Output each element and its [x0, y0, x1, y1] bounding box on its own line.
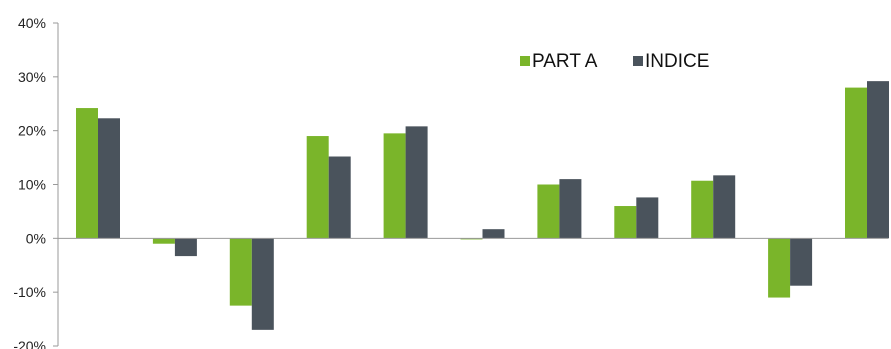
- bar-part-a: [537, 184, 560, 239]
- bar-indice: [251, 238, 274, 330]
- bar-indice: [98, 118, 120, 239]
- bar-part-a: [691, 180, 714, 239]
- y-axis-ticks: 40% 30% 20% 10% 0% -10% -20%: [13, 15, 58, 349]
- y-tick-label: -20%: [13, 338, 46, 349]
- y-tick-label: 0%: [26, 230, 46, 246]
- legend: PART A INDICE: [520, 51, 709, 72]
- bar-part-a: [845, 87, 867, 239]
- legend-swatch: [520, 56, 530, 66]
- bars: [76, 81, 889, 330]
- bar-indice: [328, 156, 351, 239]
- bar-indice: [482, 229, 505, 239]
- bar-indice: [713, 175, 736, 239]
- bar-part-a: [76, 108, 98, 239]
- bar-indice: [405, 126, 428, 239]
- bar-indice: [174, 238, 197, 257]
- legend-label: INDICE: [645, 51, 709, 72]
- y-tick-label: 10%: [18, 177, 46, 193]
- y-tick-label: 30%: [18, 69, 46, 85]
- bar-indice: [867, 81, 889, 239]
- legend-swatch: [633, 56, 643, 66]
- bar-part-a: [614, 206, 637, 239]
- bar-indice: [559, 179, 582, 239]
- bar-part-a: [768, 238, 791, 298]
- y-tick-label: 40%: [18, 15, 46, 31]
- bar-part-a: [460, 238, 483, 240]
- bar-indice: [636, 197, 659, 239]
- bar-part-a: [306, 136, 329, 239]
- legend-label: PART A: [532, 51, 598, 72]
- y-tick-label: -10%: [13, 284, 46, 300]
- bar-part-a: [152, 238, 175, 244]
- bar-part-a: [383, 133, 406, 239]
- y-tick-label: 20%: [18, 123, 46, 139]
- bar-indice: [790, 238, 813, 286]
- bar-part-a: [229, 238, 252, 306]
